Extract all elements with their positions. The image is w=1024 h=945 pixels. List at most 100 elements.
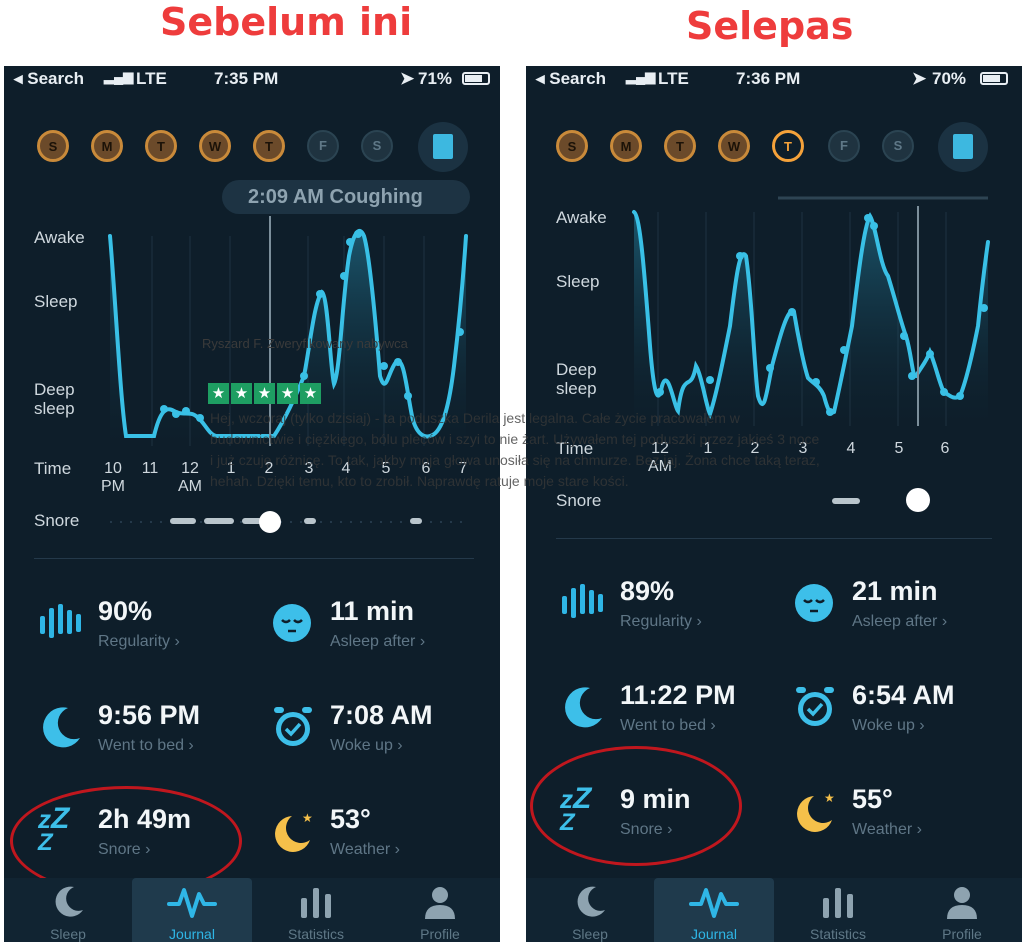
star-icon: ★: [231, 383, 252, 404]
time-tick: 4: [341, 460, 351, 477]
woke-up-link[interactable]: Woke up ›: [330, 737, 403, 754]
star-icon: ★: [208, 383, 229, 404]
tab-journal[interactable]: Journal: [132, 878, 252, 942]
person-tab-icon: [947, 887, 977, 919]
signal-icon: ▂▄▆: [104, 69, 134, 84]
y-label-deep-sleep: Deep sleep: [34, 380, 75, 418]
battery-icon: [462, 72, 490, 85]
went-to-bed-link[interactable]: Went to bed ›: [98, 737, 194, 754]
tab-statistics[interactable]: Statistics: [778, 878, 898, 942]
day-wednesday[interactable]: W: [199, 130, 231, 162]
stat-regularity[interactable]: 90% Regularity ›: [38, 596, 258, 666]
went-to-bed-value: 9:56 PM: [98, 700, 201, 730]
time-tick: 3: [798, 440, 808, 457]
asleep-after-link[interactable]: Asleep after ›: [852, 613, 948, 630]
review-overlay: Ryszard F. Zweryfikowany nabywca ★ ★ ★ ★…: [196, 326, 836, 526]
weather-link[interactable]: Weather ›: [330, 841, 400, 858]
bar-chart-tab-icon: [301, 888, 331, 918]
clock: 7:35 PM: [214, 69, 279, 88]
time-axis-label: Time: [34, 459, 72, 478]
y-label-deep-sleep: Deep sleep: [556, 360, 597, 398]
report-button[interactable]: [938, 122, 988, 172]
went-to-bed-value: 11:22 PM: [620, 680, 736, 710]
review-text: Hej, wczoraj (tylko dzisiaj) - ta podusz…: [210, 410, 820, 489]
stat-went-to-bed[interactable]: 9:56 PM Went to bed ›: [38, 700, 258, 770]
stat-regularity[interactable]: 89% Regularity ›: [560, 576, 780, 646]
tab-bar: Sleep Journal Statistics Profile: [526, 878, 1022, 942]
snore-marks: [832, 498, 860, 504]
sleepy-face-icon: [273, 604, 311, 642]
star-icon: ★: [277, 383, 298, 404]
divider: [34, 558, 474, 559]
day-sunday[interactable]: S: [37, 130, 69, 162]
stat-woke-up[interactable]: 6:54 AM Woke up ›: [792, 680, 1012, 750]
day-monday[interactable]: M: [610, 130, 642, 162]
phone-after: ◂ Search ▂▄▆ LTE 7:36 PM ➤ 70% S M T W T…: [526, 66, 1022, 942]
y-label-awake: Awake: [556, 208, 607, 227]
regularity-value: 90%: [98, 596, 153, 626]
location-arrow-icon: ➤: [400, 69, 415, 88]
sleep-graph[interactable]: [4, 66, 500, 546]
tab-sleep[interactable]: Sleep: [8, 878, 128, 942]
stat-weather[interactable]: ★ 55° Weather ›: [792, 784, 1012, 854]
moon-stars-icon: ★: [797, 791, 835, 832]
signal-icon: ▂▄▆: [626, 69, 656, 84]
woke-up-link[interactable]: Woke up ›: [852, 717, 925, 734]
stat-went-to-bed[interactable]: 11:22 PM Went to bed ›: [560, 680, 780, 750]
snore-row-label: Snore: [34, 511, 80, 530]
headline-after: Selepas: [686, 4, 854, 48]
report-button[interactable]: [418, 122, 468, 172]
day-thursday[interactable]: T: [253, 130, 285, 162]
tab-journal[interactable]: Journal: [654, 878, 774, 942]
clock: 7:36 PM: [736, 69, 801, 88]
back-to-search-link[interactable]: ◂ Search: [536, 69, 606, 88]
weather-value: 55°: [852, 784, 893, 814]
day-friday[interactable]: F: [828, 130, 860, 162]
back-to-search-link[interactable]: ◂ Search: [14, 69, 84, 88]
document-icon: [433, 134, 453, 159]
time-tick: 5: [894, 440, 904, 457]
stat-asleep-after[interactable]: 21 min Asleep after ›: [792, 576, 1012, 646]
battery-percent: 70%: [932, 69, 967, 88]
stat-woke-up[interactable]: 7:08 AM Woke up ›: [270, 700, 490, 770]
day-saturday[interactable]: S: [882, 130, 914, 162]
day-saturday[interactable]: S: [361, 130, 393, 162]
event-chip[interactable]: 2:09 AM Coughing: [222, 180, 470, 214]
regularity-link[interactable]: Regularity ›: [620, 613, 702, 630]
svg-text:★: ★: [302, 811, 313, 825]
y-label-awake: Awake: [34, 228, 85, 247]
day-friday[interactable]: F: [307, 130, 339, 162]
star-icon: ★: [254, 383, 275, 404]
day-tuesday[interactable]: T: [145, 130, 177, 162]
y-label-sleep: Sleep: [556, 272, 600, 291]
asleep-after-link[interactable]: Asleep after ›: [330, 633, 426, 650]
weather-link[interactable]: Weather ›: [852, 821, 922, 838]
highlight-circle: [530, 746, 742, 866]
regularity-value: 89%: [620, 576, 675, 606]
star-icon: ★: [300, 383, 321, 404]
day-sunday[interactable]: S: [556, 130, 588, 162]
stat-weather[interactable]: ★ 53° Weather ›: [270, 804, 490, 874]
regularity-link[interactable]: Regularity ›: [98, 633, 180, 650]
battery-fill: [983, 75, 1000, 82]
snore-marks: [170, 518, 422, 524]
day-monday[interactable]: M: [91, 130, 123, 162]
tab-label: Statistics: [287, 926, 344, 942]
tab-statistics[interactable]: Statistics: [256, 878, 376, 942]
went-to-bed-link[interactable]: Went to bed ›: [620, 717, 716, 734]
tab-profile[interactable]: Profile: [902, 878, 1022, 942]
alarm-clock-icon: [796, 687, 834, 726]
svg-text:★: ★: [824, 791, 835, 805]
tab-sleep[interactable]: Sleep: [530, 878, 650, 942]
time-tick: 4: [846, 440, 856, 457]
day-thursday[interactable]: T: [772, 130, 804, 162]
day-tuesday[interactable]: T: [664, 130, 696, 162]
time-scrubber-handle[interactable]: [259, 511, 281, 533]
tab-profile[interactable]: Profile: [380, 878, 500, 942]
time-tick: 2: [750, 440, 760, 457]
battery-percent: 71%: [418, 69, 453, 88]
day-wednesday[interactable]: W: [718, 130, 750, 162]
sleep-graph[interactable]: [526, 66, 1022, 546]
stat-asleep-after[interactable]: 11 min Asleep after ›: [270, 596, 490, 666]
time-scrubber-handle[interactable]: [906, 488, 930, 512]
